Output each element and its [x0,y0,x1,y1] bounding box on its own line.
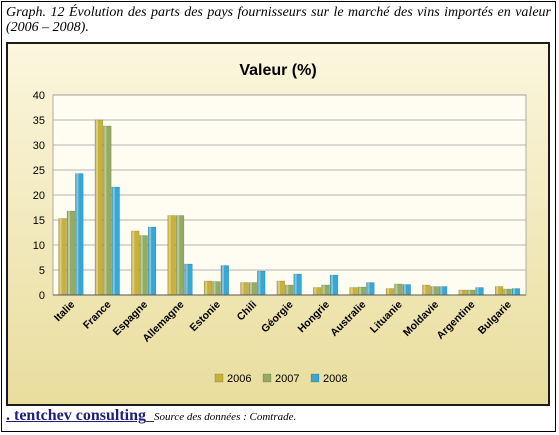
y-tick-label: 40 [33,90,45,102]
y-tick-label: 30 [33,140,45,152]
y-tick-label: 35 [33,115,45,127]
y-tick-label: 15 [33,215,45,227]
bar-highlight [104,126,107,295]
bar-highlight [359,287,362,295]
bar-highlight [459,290,462,295]
y-tick-label: 25 [33,165,45,177]
bar-highlight [241,282,244,295]
brand-name: . tentchev consulting [6,407,146,424]
legend-label-2007: 2007 [275,373,299,385]
y-tick-label: 20 [33,190,45,202]
bar-highlight [431,286,434,295]
chart-title: Valeur (%) [239,62,316,79]
bar-highlight [331,275,334,295]
y-tick-label: 5 [39,265,45,277]
legend-swatch-2006 [214,373,224,383]
bar-highlight [395,284,398,295]
footer: . tentchev consulting_Source des données… [6,407,296,425]
bar-highlight [205,281,208,295]
bar-highlight [277,281,280,295]
source-note: Source des données : Comtrade. [154,411,297,423]
bar-highlight [504,289,507,295]
bar-highlight [140,235,143,295]
legend-label-2008: 2008 [323,373,347,385]
bar-highlight [149,227,152,295]
legend-swatch-2007 [262,373,272,383]
y-tick-label: 10 [33,240,45,252]
chart-container: Valeur (%) 0 5 10 15 20 25 30 35 40 Italie France E… [6,42,550,406]
legend-label-2006: 2006 [227,373,251,385]
bar-highlight [258,271,261,295]
bar-highlight [387,288,390,295]
bar-highlight [513,288,516,295]
bar-highlight [76,173,79,295]
bar-highlight [294,274,297,295]
bar-highlight [286,285,289,295]
bar-highlight [367,282,370,295]
bar-highlight [185,264,188,295]
footer-separator: _ [146,407,154,424]
bar-highlight [249,282,252,295]
bar-highlight [112,187,115,295]
bar-highlight [314,287,317,295]
bar-highlight [177,215,180,295]
bar-highlight [213,281,216,295]
bar-highlight [468,290,471,295]
bar-highlight [67,211,70,295]
bar-highlight [496,286,499,295]
bar-highlight [95,120,98,295]
bar-highlight [322,285,325,295]
bar-highlight [403,284,406,295]
figure-caption: Graph. 12 Évolution des parts des pays f… [6,5,551,35]
bar-highlight [59,218,62,295]
bar-highlight [350,287,353,295]
y-tick-label: 0 [39,290,45,302]
bar-highlight [423,285,426,295]
legend-swatch-2008 [310,373,320,383]
bar-highlight [476,287,479,295]
bar-highlight [132,231,135,295]
bar-highlight [221,265,224,295]
bar-highlight [168,215,171,295]
bar-highlight [440,286,443,295]
